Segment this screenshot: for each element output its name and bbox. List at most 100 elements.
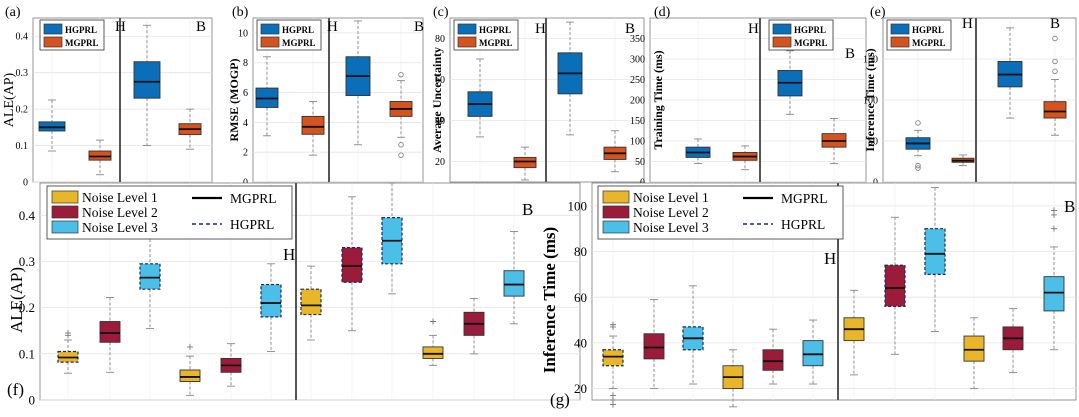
legend-entry: MGPRL xyxy=(230,191,277,206)
y-tick-label: 150 xyxy=(630,116,645,127)
box-g-8 xyxy=(924,187,946,332)
legend: HGPRL MGPRL xyxy=(39,19,105,51)
box-d-1 xyxy=(732,145,758,171)
legend-entry: MGPRL xyxy=(781,191,828,206)
y-tick-label: 0.1 xyxy=(19,346,35,361)
box-iqr xyxy=(179,369,201,382)
y-tick-label: 50 xyxy=(635,157,645,168)
y-tick-label: 0 xyxy=(29,393,36,408)
box-g-1 xyxy=(643,299,665,390)
outlier-point xyxy=(187,343,193,350)
legend-entry: HGPRL xyxy=(230,217,274,232)
y-axis-label: Average Uncertainty xyxy=(430,47,444,153)
legend-swatch xyxy=(772,23,792,35)
y-tick-label: 100 xyxy=(863,96,878,107)
y-axis-label: Inference Time (ms) xyxy=(863,48,877,151)
box-iqr xyxy=(924,228,946,275)
y-tick-label: 40 xyxy=(435,116,445,127)
panel-label: (b) xyxy=(232,5,249,20)
box-a-2 xyxy=(133,24,161,147)
y-tick-label: 80 xyxy=(574,244,587,259)
box-f-0 xyxy=(57,330,79,374)
group-label-h: H xyxy=(748,21,759,37)
y-tick-label: 100 xyxy=(568,198,588,213)
y-tick-label: 20 xyxy=(435,157,445,168)
box-iqr xyxy=(422,346,444,359)
legend-swatch xyxy=(51,190,79,204)
legend-swatch xyxy=(602,220,630,234)
outlier-point xyxy=(610,323,616,330)
y-tick-label: 60 xyxy=(435,75,445,86)
y-tick-label: 20 xyxy=(574,381,587,396)
y-tick-label: 0.2 xyxy=(16,105,29,116)
outlier-point xyxy=(398,152,404,158)
box-g-6 xyxy=(843,289,865,376)
outlier-point xyxy=(65,332,71,339)
box-g-0 xyxy=(602,321,624,408)
legend-entry: HGPRL xyxy=(479,25,511,35)
box-g-5 xyxy=(802,319,824,385)
y-axis-label: Training Time (ms) xyxy=(651,50,665,149)
box-iqr xyxy=(260,283,282,318)
box-iqr xyxy=(602,349,624,367)
legend: HGPRL MGPRL xyxy=(886,19,952,51)
panel-a: 0 0.1 0.2 0.3 0.4 (a) H B ALE(AP) HGPRL MGPRL xyxy=(2,5,213,189)
panel-label: (a) xyxy=(5,5,21,20)
box-d-0 xyxy=(685,138,711,165)
panel-label: (c) xyxy=(433,5,449,20)
box-f-10 xyxy=(463,297,485,355)
y-tick-label: 0.2 xyxy=(19,300,35,315)
panel-label: (g) xyxy=(550,390,570,409)
box-iqr xyxy=(963,335,985,362)
panel-g: 20 40 60 80 100 (g) H B Inference Time (ms) Noise… xyxy=(540,182,1077,409)
box-f-5 xyxy=(260,263,282,352)
legend-swatch xyxy=(51,220,79,234)
box-iqr xyxy=(762,349,784,371)
y-tick-label: 60 xyxy=(574,290,587,305)
group-label-h: H xyxy=(115,19,126,35)
box-f-4 xyxy=(220,343,242,387)
box-f-8 xyxy=(381,182,403,295)
legend-swatch xyxy=(890,36,910,48)
group-label-b: B xyxy=(845,46,855,62)
box-iqr xyxy=(802,340,824,367)
box-iqr xyxy=(643,333,665,360)
box-iqr xyxy=(503,270,525,297)
box-f-1 xyxy=(99,297,121,373)
box-iqr xyxy=(133,61,161,99)
group-label-h: H xyxy=(962,16,973,32)
box-f-9 xyxy=(422,318,444,366)
legend-swatch xyxy=(43,36,63,48)
outlier-point xyxy=(1051,225,1057,232)
y-tick-label: 0 xyxy=(23,178,28,189)
outlier-point xyxy=(398,71,404,78)
box-c-1 xyxy=(513,146,537,181)
group-label-b: B xyxy=(522,200,533,219)
group-label-b: B xyxy=(196,19,206,35)
box-g-3 xyxy=(722,349,744,408)
legend-swatch xyxy=(602,205,630,219)
y-tick-label: 80 xyxy=(435,34,445,45)
box-e-1 xyxy=(951,154,975,167)
legend-swatch xyxy=(51,205,79,219)
y-tick-label: 200 xyxy=(630,96,645,107)
y-tick-label: 0.3 xyxy=(16,68,29,79)
legend-swatch xyxy=(602,190,630,204)
legend-entry: Noise Level 1 xyxy=(633,190,709,205)
legend-swatch xyxy=(457,36,477,48)
box-iqr xyxy=(88,150,112,161)
legend-swatch xyxy=(457,23,477,35)
outlier-point xyxy=(915,120,921,126)
box-b-2 xyxy=(345,20,371,146)
box-iqr xyxy=(341,247,363,283)
y-tick-label: 0.4 xyxy=(16,32,29,43)
box-f-6 xyxy=(300,265,322,341)
y-tick-label: 50 xyxy=(868,137,878,148)
box-g-7 xyxy=(884,216,906,355)
